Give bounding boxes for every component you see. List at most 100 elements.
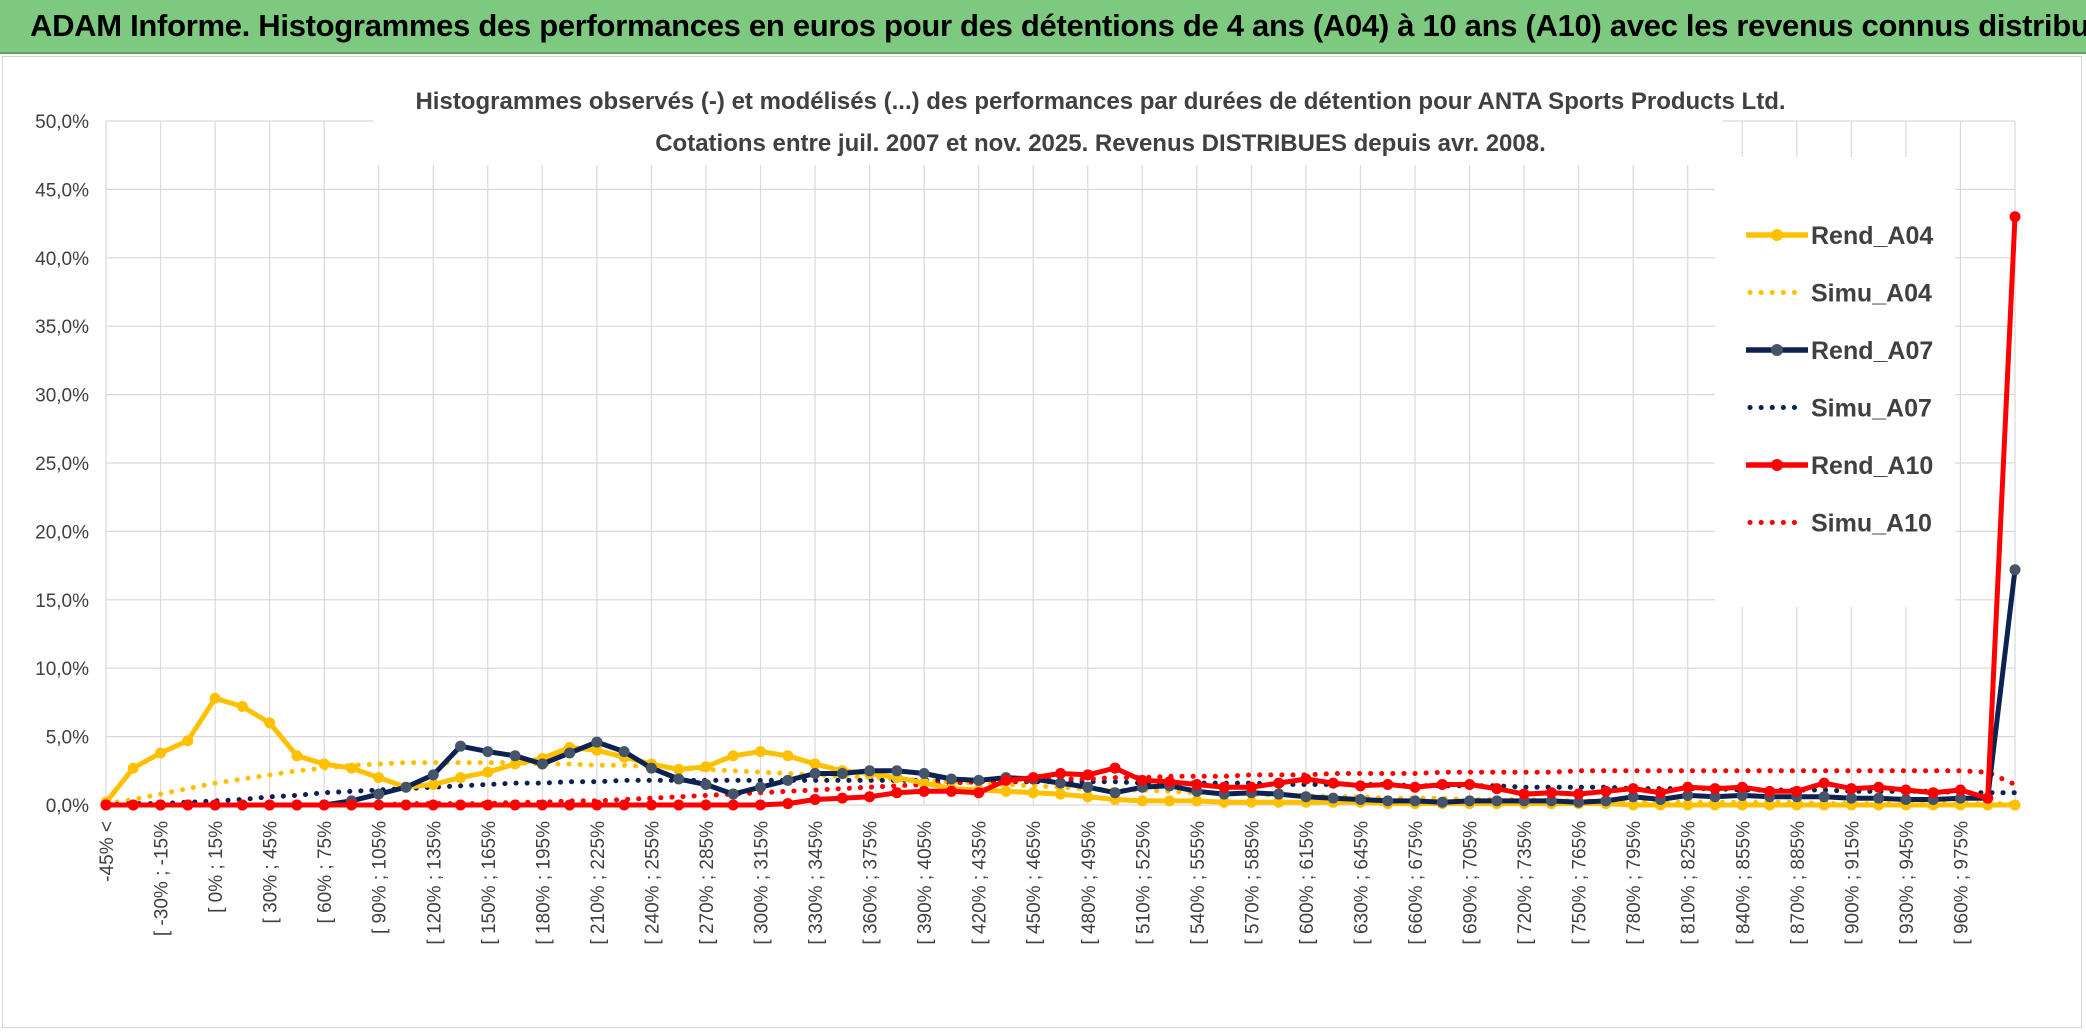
legend-label-simu-a10: Simu_A10 — [1811, 510, 1932, 538]
x-tick-label: [ 360% ; 375% — [861, 821, 882, 945]
data-point-rend-a04 — [1791, 799, 1803, 811]
data-point-rend-a10 — [536, 799, 548, 811]
data-point-rend-a07 — [1900, 794, 1912, 806]
data-point-rend-a07 — [373, 788, 385, 800]
data-point-rend-a04 — [918, 777, 930, 789]
x-tick-label: [ 510% ; 525% — [1133, 821, 1154, 945]
data-point-rend-a10 — [1927, 787, 1939, 799]
data-point-rend-a04 — [127, 762, 139, 774]
x-tick-label: [ 780% ; 795% — [1624, 821, 1645, 945]
x-tick-label: [ 870% ; 885% — [1788, 821, 1809, 945]
data-point-rend-a04 — [755, 746, 767, 758]
y-tick-label: 25,0% — [35, 454, 89, 475]
data-point-rend-a04 — [809, 758, 821, 770]
y-tick-label: 50,0% — [35, 112, 89, 133]
data-point-rend-a10 — [645, 799, 657, 811]
data-point-rend-a10 — [1764, 785, 1776, 797]
data-point-rend-a10 — [345, 799, 357, 811]
data-point-rend-a07 — [1600, 795, 1612, 807]
x-tick-label: [ 210% ; 225% — [588, 821, 609, 945]
data-point-rend-a10 — [1164, 776, 1176, 788]
data-point-rend-a10 — [809, 794, 821, 806]
data-point-rend-a07 — [482, 746, 494, 758]
y-tick-label: 45,0% — [35, 180, 89, 201]
data-point-rend-a04 — [291, 750, 303, 762]
data-point-rend-a04 — [700, 761, 712, 773]
x-tick-label: [ 750% ; 765% — [1570, 821, 1591, 945]
data-point-rend-a10 — [155, 799, 167, 811]
data-point-rend-a07 — [591, 736, 603, 748]
data-point-rend-a10 — [1845, 783, 1857, 795]
data-point-rend-a07 — [1709, 791, 1721, 803]
data-point-rend-a07 — [1409, 795, 1421, 807]
data-point-rend-a10 — [1818, 777, 1830, 789]
data-point-rend-a10 — [1136, 774, 1148, 786]
data-point-rend-a07 — [509, 750, 521, 762]
data-point-rend-a07 — [1873, 792, 1885, 804]
x-tick-label: [ 570% ; 585% — [1242, 821, 1263, 945]
data-point-rend-a07 — [700, 778, 712, 790]
x-tick-label: [ 540% ; 555% — [1188, 821, 1209, 945]
data-point-rend-a10 — [264, 799, 276, 811]
data-point-rend-a10 — [1518, 788, 1530, 800]
y-tick-label: 40,0% — [35, 249, 89, 270]
data-point-rend-a04 — [1682, 799, 1694, 811]
data-point-rend-a04 — [1764, 799, 1776, 811]
data-point-rend-a07 — [564, 747, 576, 759]
y-tick-label: 20,0% — [35, 522, 89, 543]
x-tick-label: [ 810% ; 825% — [1679, 821, 1700, 945]
x-tick-label: [ 660% ; 675% — [1406, 821, 1427, 945]
data-point-rend-a04 — [1000, 785, 1012, 797]
data-point-rend-a04 — [1082, 791, 1094, 803]
data-point-rend-a10 — [1654, 787, 1666, 799]
data-point-rend-a10 — [182, 799, 194, 811]
data-point-rend-a10 — [1982, 792, 1994, 804]
data-point-rend-a10 — [1218, 781, 1230, 793]
data-point-rend-a10 — [236, 799, 248, 811]
data-point-rend-a10 — [673, 799, 685, 811]
legend-label-rend-a04: Rend_A04 — [1811, 222, 1933, 250]
data-point-rend-a10 — [755, 799, 767, 811]
line-chart: 0,0% 5,0% 10,0% 15,0% 20,0% 25,0% 30,0% 35,0% 40… — [35, 79, 2021, 945]
page-title: ADAM Informe. Histogrammes des performan… — [30, 8, 2086, 43]
x-tick-label: [ 420% ; 435% — [970, 821, 991, 945]
data-point-rend-a04 — [455, 772, 467, 784]
data-point-rend-a04 — [1191, 795, 1203, 807]
data-point-rend-a04 — [1055, 788, 1066, 800]
data-point-rend-a04 — [345, 762, 357, 774]
data-point-rend-a07 — [1354, 794, 1366, 806]
data-point-rend-a10 — [782, 798, 794, 810]
data-point-rend-a07 — [1573, 796, 1585, 808]
data-point-rend-a10 — [1900, 784, 1912, 796]
data-point-rend-a04 — [1245, 796, 1257, 808]
data-point-rend-a10 — [864, 791, 876, 803]
data-point-rend-a07 — [1382, 795, 1394, 807]
data-point-rend-a07 — [1273, 788, 1285, 800]
data-point-rend-a07 — [918, 768, 930, 780]
legend-marker-rend-a04 — [1771, 229, 1783, 241]
data-point-rend-a04 — [509, 758, 521, 770]
x-tick-label: [ 300% ; 315% — [752, 821, 773, 945]
data-point-rend-a04 — [1218, 796, 1230, 808]
data-point-rend-a07 — [400, 781, 412, 793]
data-point-rend-a10 — [1709, 783, 1721, 795]
x-tick-label: [ 390% ; 405% — [915, 821, 936, 945]
data-point-rend-a04 — [591, 744, 603, 756]
y-tick-label: 5,0% — [46, 728, 89, 749]
data-point-rend-a10 — [891, 787, 903, 799]
data-point-rend-a10 — [1245, 781, 1257, 793]
data-point-rend-a04 — [427, 778, 439, 790]
data-point-rend-a10 — [318, 799, 330, 811]
x-tick-label: [ 90% ; 105% — [370, 821, 391, 934]
data-point-rend-a07 — [1627, 791, 1639, 803]
y-tick-label: 35,0% — [35, 317, 89, 338]
data-point-rend-a04 — [1164, 795, 1176, 807]
chart-title: Histogrammes observés (-) et modélisés (… — [373, 79, 1786, 165]
data-point-rend-a04 — [155, 747, 167, 759]
data-point-rend-a04 — [1627, 799, 1639, 811]
data-point-rend-a10 — [1627, 783, 1639, 795]
x-tick-label: [ 240% ; 255% — [642, 821, 663, 945]
data-point-rend-a10 — [1300, 773, 1312, 785]
data-point-rend-a07 — [1736, 789, 1748, 801]
x-tick-label: [ 840% ; 855% — [1733, 821, 1754, 945]
